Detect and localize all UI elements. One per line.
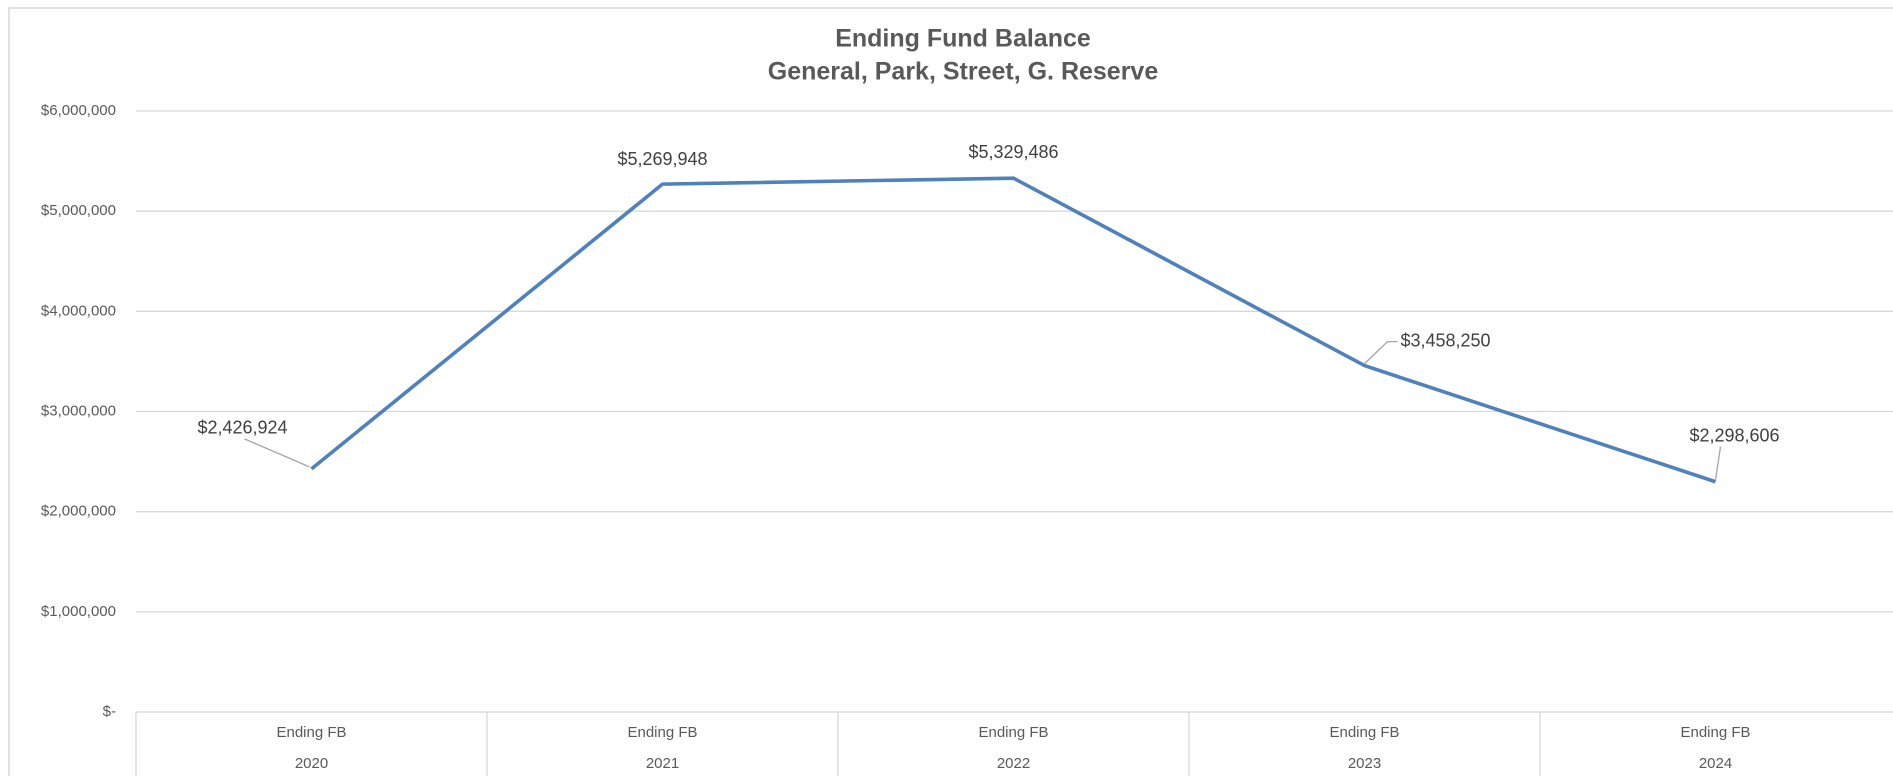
data-label: $2,298,606 xyxy=(1689,426,1779,446)
x-tick-label: 2023 xyxy=(1348,755,1381,772)
chart-title: Ending Fund Balance xyxy=(835,25,1091,53)
x-tick-sublabel: Ending FB xyxy=(627,724,697,741)
x-tick-sublabel: Ending FB xyxy=(1680,724,1750,741)
x-tick-label: 2024 xyxy=(1699,755,1732,772)
y-tick-label: $4,000,000 xyxy=(41,302,116,319)
y-tick-label: $- xyxy=(103,703,116,720)
leader-line xyxy=(244,438,310,468)
x-tick-label: 2020 xyxy=(295,755,328,772)
y-tick-label: $6,000,000 xyxy=(41,102,116,119)
chart-frame xyxy=(8,7,1893,776)
data-label: $5,329,486 xyxy=(968,142,1058,162)
chart-subtitle: General, Park, Street, G. Reserve xyxy=(768,58,1159,86)
data-line xyxy=(310,176,1717,484)
data-label: $2,426,924 xyxy=(197,418,287,438)
data-label: $5,269,948 xyxy=(617,149,707,169)
y-tick-label: $1,000,000 xyxy=(41,603,116,620)
x-tick-sublabel: Ending FB xyxy=(978,724,1048,741)
y-tick-label: $5,000,000 xyxy=(41,202,116,219)
x-tick-label: 2021 xyxy=(646,755,679,772)
leader-line xyxy=(1364,340,1398,365)
y-tick-label: $2,000,000 xyxy=(41,503,116,520)
x-tick-sublabel: Ending FB xyxy=(276,724,346,741)
leader-line xyxy=(1714,446,1722,480)
data-label: $3,458,250 xyxy=(1400,330,1490,350)
x-tick-label: 2022 xyxy=(997,755,1030,772)
x-tick-sublabel: Ending FB xyxy=(1329,724,1399,741)
y-tick-label: $3,000,000 xyxy=(41,402,116,419)
